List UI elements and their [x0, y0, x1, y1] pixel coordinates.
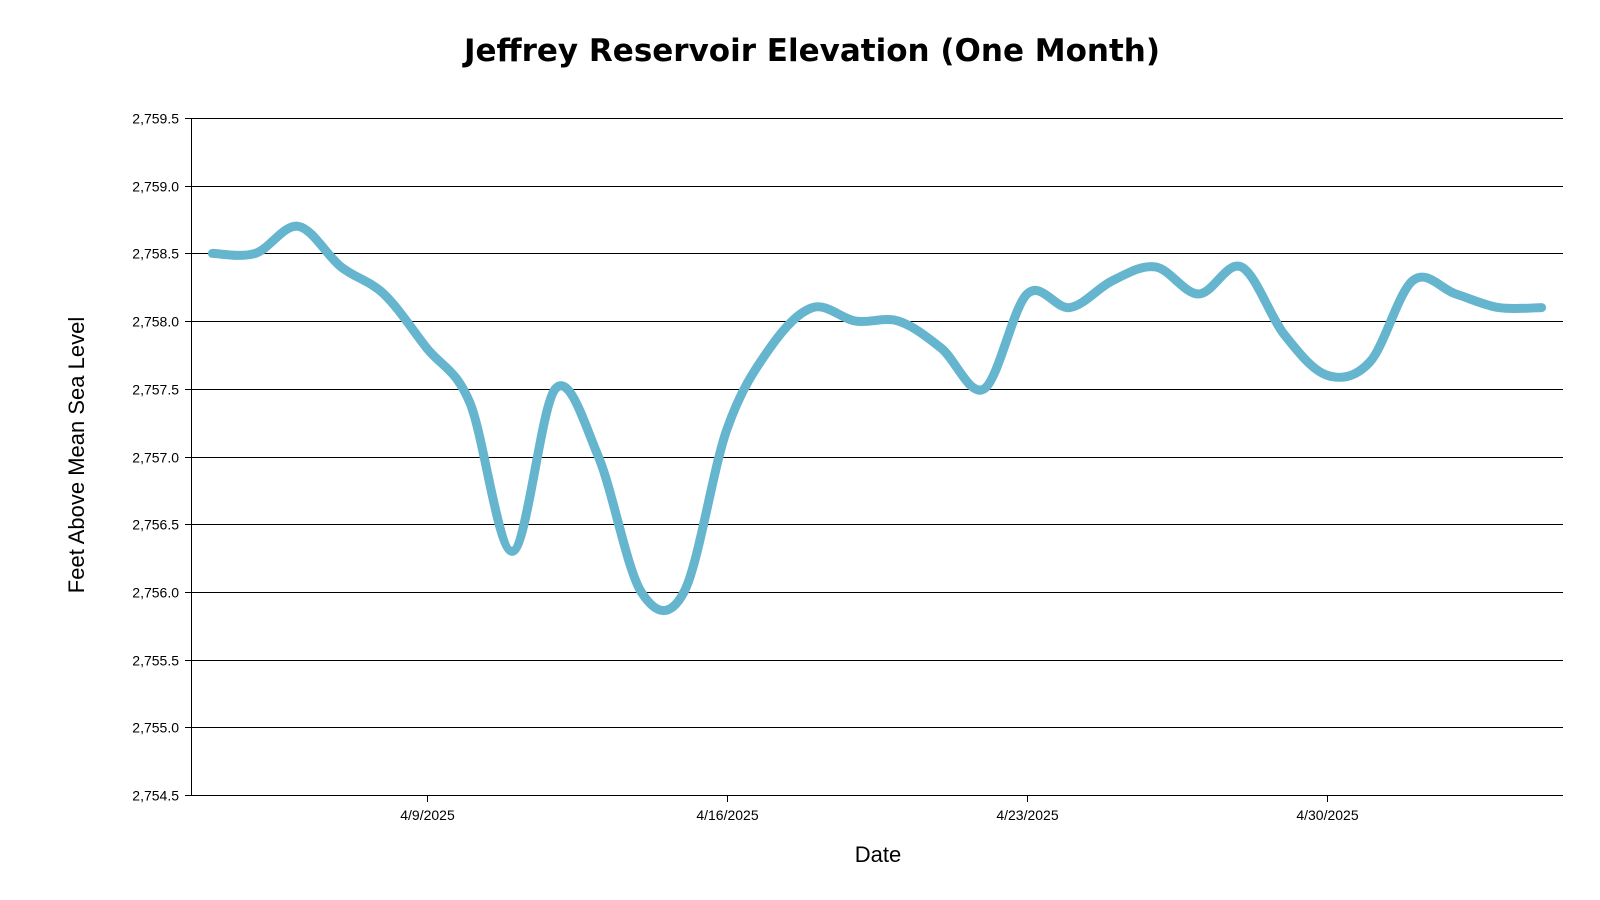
y-tick-label: 2,758.0	[132, 314, 179, 330]
x-tick-label: 4/16/2025	[696, 807, 758, 823]
x-axis-label: Date	[855, 842, 901, 867]
y-tick-label: 2,755.5	[132, 653, 179, 669]
y-tick-layer: 2,754.5 2,755.0 2,755.5 2,756.0 2,756.5 2,757…	[132, 111, 179, 804]
y-tick-label: 2,756.5	[132, 517, 179, 533]
x-tick-label: 4/23/2025	[996, 807, 1058, 823]
y-tick-label: 2,755.0	[132, 720, 179, 736]
y-tick-label: 2,757.0	[132, 450, 179, 466]
chart-title: Jeffrey Reservoir Elevation (One Month)	[462, 33, 1160, 69]
grid-layer	[185, 118, 1563, 796]
x-tick-label: 4/30/2025	[1296, 807, 1358, 823]
y-tick-label: 2,758.5	[132, 246, 179, 262]
series-line	[207, 221, 1547, 615]
y-tick-label: 2,756.0	[132, 585, 179, 601]
y-axis-label: Feet Above Mean Sea Level	[64, 317, 89, 593]
series-layer	[207, 221, 1547, 615]
x-tick-layer: 4/9/2025 4/16/2025 4/23/2025 4/30/2025	[400, 795, 1359, 823]
y-tick-label: 2,754.5	[132, 788, 179, 804]
y-tick-label: 2,757.5	[132, 382, 179, 398]
x-tick-label: 4/9/2025	[400, 807, 455, 823]
y-tick-label: 2,759.0	[132, 179, 179, 195]
y-tick-label: 2,759.5	[132, 111, 179, 127]
